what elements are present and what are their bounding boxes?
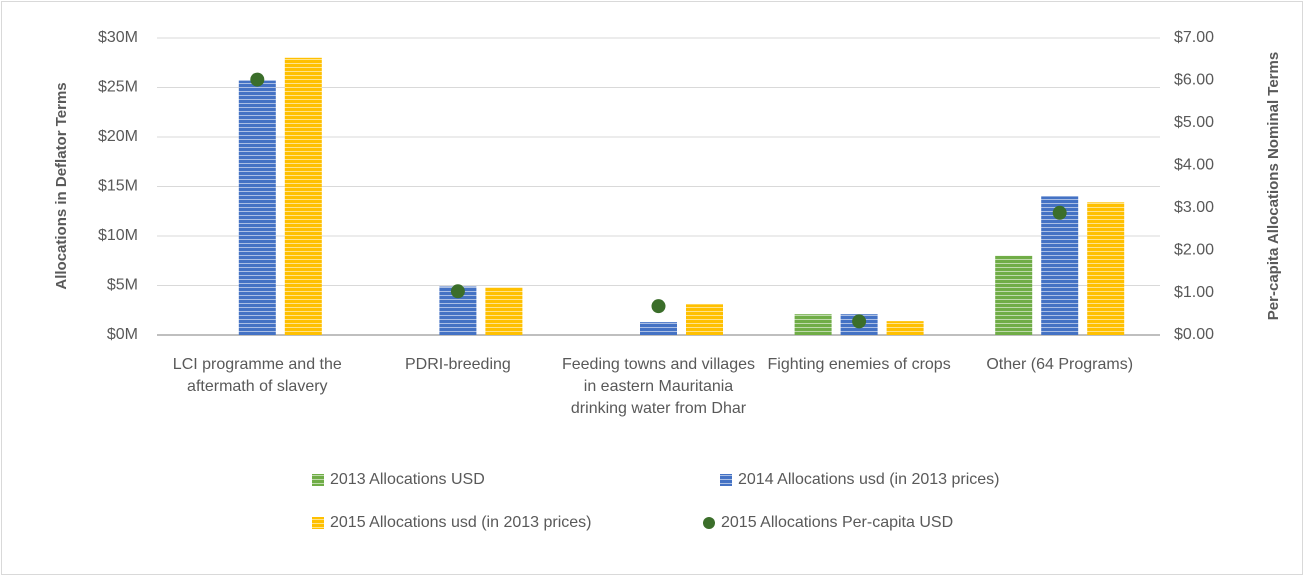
y2-tick-label: $7.00 bbox=[1174, 29, 1214, 46]
x-tick-label: Other (64 Programs) bbox=[986, 356, 1134, 373]
legend-label: 2015 Allocations usd (in 2013 prices) bbox=[330, 514, 592, 531]
y2-tick-label: $1.00 bbox=[1174, 284, 1214, 301]
x-tick-label: LCI programme and the aftermath of slave… bbox=[172, 356, 342, 395]
bar bbox=[794, 314, 832, 335]
legend-label: 2015 Allocations Per-capita USD bbox=[721, 514, 953, 531]
y-tick-label: $20M bbox=[98, 128, 138, 145]
bar bbox=[686, 304, 723, 335]
y2-tick-label: $5.00 bbox=[1174, 114, 1214, 131]
x-tick-label: PDRI-breeding bbox=[404, 356, 511, 373]
x-tick-label: Feeding towns and villages in eastern Ma… bbox=[561, 356, 755, 417]
y2-tick-label: $0.00 bbox=[1174, 326, 1214, 343]
y-tick-label: $5M bbox=[107, 277, 138, 294]
legend-marker bbox=[312, 474, 324, 486]
bar bbox=[1087, 202, 1125, 335]
y-tick-label: $10M bbox=[98, 227, 138, 244]
bar bbox=[995, 255, 1033, 335]
bar bbox=[284, 57, 322, 336]
y-axis-title: Allocations in Deflator Terms bbox=[53, 82, 70, 289]
y2-axis-title: Per-capita Allocations Nominal Terms bbox=[1265, 52, 1282, 320]
legend-label: 2014 Allocations usd (in 2013 prices) bbox=[738, 471, 1000, 488]
y-tick-label: $25M bbox=[98, 79, 138, 96]
bar bbox=[640, 322, 677, 335]
bar bbox=[886, 321, 924, 335]
y2-tick-label: $2.00 bbox=[1174, 241, 1214, 258]
dot bbox=[1052, 205, 1067, 220]
y2-tick-label: $4.00 bbox=[1174, 157, 1214, 174]
dot bbox=[450, 284, 465, 299]
legend-label: 2013 Allocations USD bbox=[330, 471, 485, 488]
legend-marker bbox=[720, 474, 732, 486]
dot bbox=[651, 299, 666, 314]
legend-marker bbox=[703, 517, 715, 529]
dot bbox=[852, 314, 867, 329]
dot bbox=[250, 72, 265, 87]
y2-tick-label: $3.00 bbox=[1174, 199, 1214, 216]
legend-marker bbox=[312, 517, 324, 529]
x-tick-label: Fighting enemies of crops bbox=[767, 356, 951, 373]
y-tick-label: $15M bbox=[98, 178, 138, 195]
y-tick-label: $0M bbox=[107, 326, 138, 343]
y2-tick-label: $6.00 bbox=[1174, 72, 1214, 89]
y-tick-label: $30M bbox=[98, 29, 138, 46]
bar bbox=[485, 287, 523, 335]
bar bbox=[238, 80, 276, 335]
